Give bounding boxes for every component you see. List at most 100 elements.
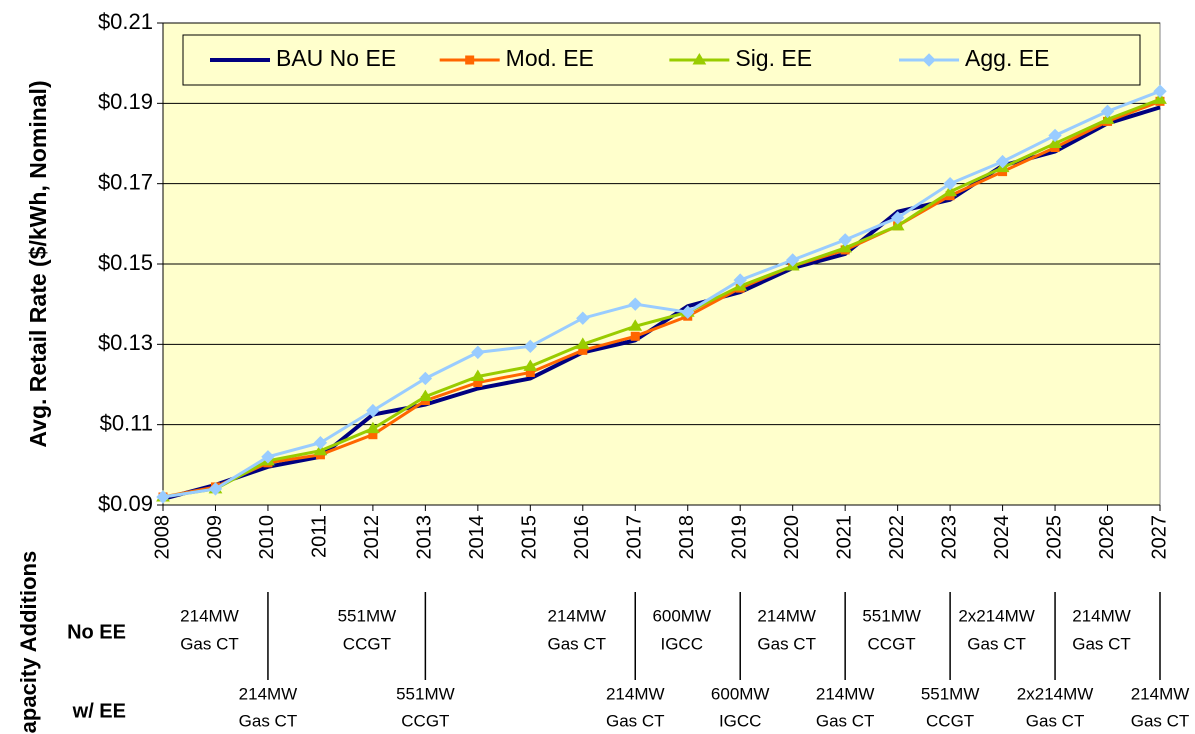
x-tick-label: 2016	[571, 515, 593, 560]
legend-box	[182, 34, 1141, 86]
marker	[838, 240, 853, 253]
marker	[890, 211, 905, 225]
addition-text: IGCC	[660, 634, 703, 653]
y-tick-label: $0.17	[98, 169, 153, 194]
legend-label: BAU No EE	[276, 45, 396, 71]
addition-text: Gas CT	[239, 711, 298, 730]
addition-text: Gas CT	[606, 711, 665, 730]
y-tick-label: $0.09	[98, 491, 153, 516]
marker	[630, 331, 640, 341]
marker	[733, 273, 747, 287]
series-line	[162, 97, 1161, 499]
marker	[523, 359, 538, 371]
y-tick-label: $0.13	[98, 330, 153, 355]
addition-text: CCGT	[401, 711, 449, 730]
row-label: No EE	[67, 621, 126, 643]
x-tick-label: 2021	[833, 515, 855, 560]
addition-text: Gas CT	[1131, 711, 1190, 730]
marker	[418, 371, 433, 386]
addition-text: 214MW	[1072, 606, 1131, 625]
marker	[1048, 128, 1062, 143]
marker	[1100, 104, 1115, 119]
addition-text: 214MW	[239, 684, 298, 703]
addition-text: CCGT	[343, 634, 391, 653]
addition-text: 214MW	[180, 606, 239, 625]
x-tick-label: 2018	[676, 515, 698, 560]
marker	[156, 490, 170, 504]
marker	[1153, 92, 1167, 104]
addition-text: 214MW	[548, 606, 607, 625]
x-tick-label: 2022	[886, 515, 908, 560]
marker	[1100, 112, 1115, 124]
addition-text: 214MW	[757, 606, 816, 625]
addition-text: Gas CT	[967, 634, 1026, 653]
marker	[366, 421, 380, 434]
marker	[995, 154, 1010, 169]
x-tick-label: 2011	[309, 515, 331, 558]
x-tick-label: 2026	[1096, 515, 1118, 560]
y-axis-title: Avg. Retail Rate ($/kWh, Nominal)	[25, 80, 51, 447]
legend-label: Agg. EE	[965, 45, 1049, 71]
marker	[785, 253, 800, 267]
addition-text: 600MW	[652, 606, 711, 625]
marker	[471, 345, 485, 360]
addition-text: Gas CT	[548, 634, 607, 653]
series-line	[162, 99, 1161, 499]
addition-text: IGCC	[719, 711, 762, 730]
series-line	[162, 89, 1161, 499]
x-tick-label: 2015	[519, 515, 541, 560]
addition-text: 600MW	[711, 684, 770, 703]
legend-label: Sig. EE	[735, 45, 812, 71]
marker	[943, 184, 957, 197]
marker	[313, 443, 328, 456]
marker	[890, 218, 905, 231]
y-tick-label: $0.15	[98, 250, 153, 275]
addition-text: Gas CT	[1072, 634, 1131, 653]
x-tick-label: 2019	[728, 515, 750, 560]
marker	[922, 53, 936, 67]
addition-text: 551MW	[862, 606, 921, 625]
x-tick-label: 2017	[624, 515, 646, 560]
x-tick-label: 2027	[1148, 515, 1170, 560]
marker	[692, 53, 707, 65]
x-tick-label: 2013	[414, 515, 436, 560]
addition-text: 2x214MW	[1017, 684, 1094, 703]
marker	[261, 450, 275, 464]
addition-text: Gas CT	[816, 711, 875, 730]
marker	[465, 55, 475, 65]
addition-text: 2x214MW	[958, 606, 1035, 625]
x-tick-label: 2009	[204, 515, 226, 560]
marker	[1048, 136, 1062, 148]
addition-text: 551MW	[338, 606, 397, 625]
x-tick-label: 2025	[1043, 515, 1065, 560]
addition-text: 551MW	[921, 684, 980, 703]
addition-text: CCGT	[926, 711, 974, 730]
marker	[576, 311, 590, 325]
marker	[208, 482, 223, 496]
marker	[470, 369, 485, 381]
x-tick-label: 2008	[151, 515, 173, 560]
marker	[523, 339, 538, 354]
addition-text: 214MW	[606, 684, 665, 703]
y-tick-label: $0.19	[98, 89, 153, 114]
marker	[366, 403, 380, 418]
addition-text: Gas CT	[180, 634, 239, 653]
marker	[628, 319, 643, 331]
addition-text: Gas CT	[1026, 711, 1085, 730]
addition-text: CCGT	[868, 634, 916, 653]
row-label: w/ EE	[72, 700, 126, 722]
y-tick-label: $0.11	[100, 410, 153, 435]
x-tick-label: 2010	[256, 515, 278, 560]
x-tick-label: 2020	[781, 515, 803, 560]
legend-label: Mod. EE	[506, 45, 594, 71]
addition-text: 214MW	[816, 684, 875, 703]
marker	[575, 337, 590, 349]
x-tick-label: 2024	[991, 515, 1013, 560]
capacity-title: Capacity Additions	[16, 551, 41, 734]
marker	[313, 436, 328, 450]
addition-text: Gas CT	[757, 634, 816, 653]
marker	[943, 176, 957, 191]
marker	[681, 305, 695, 319]
x-tick-label: 2023	[938, 515, 960, 560]
